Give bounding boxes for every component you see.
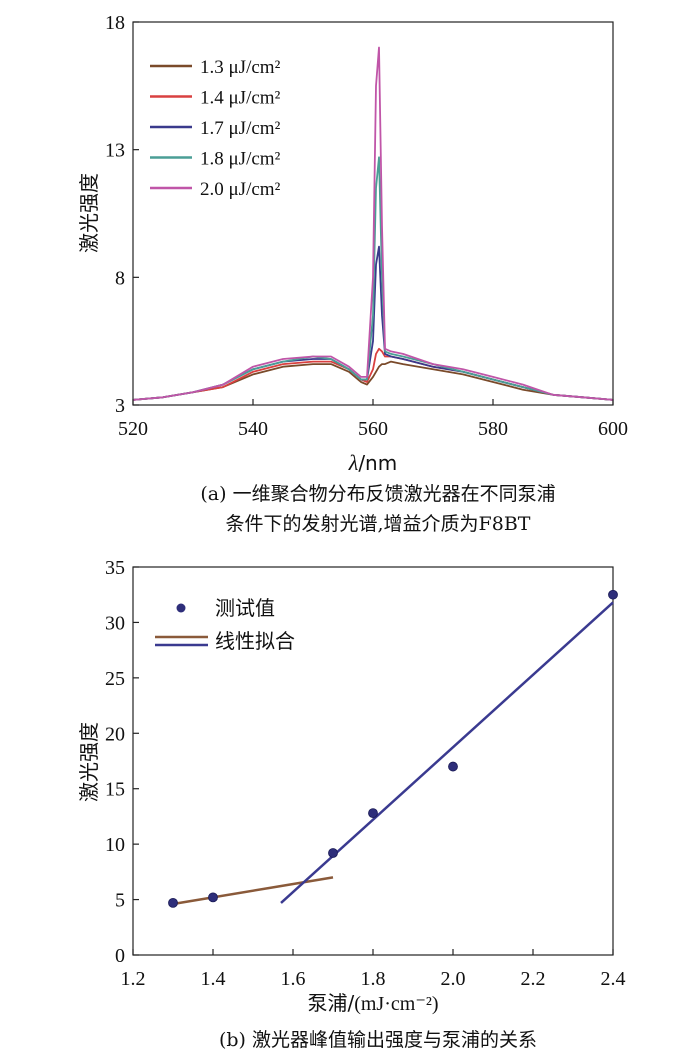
peak-ytick-label: 35 [105, 557, 125, 579]
fit-line-low [172, 876, 334, 906]
spectrum-legend-label: 2.0 μJ/cm² [200, 179, 281, 200]
spectrum-series-group [132, 46, 614, 401]
peak-ylabel: 激光强度 [77, 722, 101, 802]
spectrum-xtick-label: 600 [598, 418, 628, 440]
data-point [168, 897, 178, 908]
spectrum-xtick-label: 560 [358, 418, 388, 440]
spectrum-series-line [132, 360, 614, 401]
legend-fit-label: 线性拟合 [215, 629, 295, 653]
spectrum-series-line [132, 46, 614, 401]
spectrum-xlabel-symbol: λ [348, 450, 359, 475]
peak-ytick-label: 15 [105, 779, 125, 801]
fit-line-high [280, 601, 614, 904]
peak-xtick-label: 1.2 [121, 968, 146, 990]
peak-caption: (b) 激光器峰值输出强度与泵浦的关系 [219, 1029, 537, 1051]
spectrum-legend: 1.3 μJ/cm² 1.4 μJ/cm² 1.7 μJ/cm² 1.8 μJ/cm²… [150, 57, 281, 200]
peak-legend: 测试值 线性拟合 [155, 596, 295, 653]
data-point [328, 848, 338, 858]
spectrum-chart: 520 540 560 580 600 3 8 13 18 激光强度 λ/nm 1.3 μJ/c… [77, 12, 628, 535]
spectrum-ytick-label: 8 [115, 267, 125, 289]
peak-ytick-label: 10 [105, 834, 125, 856]
peak-xtick-label: 1.8 [361, 968, 386, 990]
peak-points [168, 589, 618, 908]
spectrum-legend-label: 1.8 μJ/cm² [200, 149, 281, 170]
peak-intensity-chart: 1.2 1.4 1.6 1.8 2.0 2.2 2.4 0 5 10 15 20 25 30 35 激光强度… [77, 557, 626, 1051]
spectrum-caption-line1: (a) 一维聚合物分布反馈激光器在不同泵浦 [200, 483, 555, 505]
data-point [608, 589, 618, 600]
spectrum-legend-label: 1.7 μJ/cm² [200, 118, 281, 139]
spectrum-xtick-label: 520 [118, 418, 148, 440]
spectrum-xlabel: λ/nm [348, 450, 397, 475]
peak-xtick-label: 2.2 [521, 968, 546, 990]
peak-ytick-label: 25 [105, 668, 125, 690]
peak-xtick-label: 1.4 [201, 968, 226, 990]
peak-ytick-label: 5 [115, 890, 125, 912]
peak-xlabel-name: 泵浦/ [307, 991, 354, 1015]
spectrum-ticks: 520 540 560 580 600 3 8 13 18 [105, 12, 628, 440]
spectrum-ylabel: 激光强度 [77, 173, 101, 253]
spectrum-ytick-label: 18 [105, 12, 125, 34]
data-point [448, 761, 458, 772]
spectrum-ytick-label: 3 [115, 395, 125, 417]
data-point [208, 892, 218, 903]
peak-ytick-label: 30 [105, 612, 125, 634]
spectrum-axes-box [132, 21, 614, 406]
peak-xtick-label: 2.4 [601, 968, 626, 990]
peak-ytick-label: 20 [105, 723, 125, 745]
peak-xlabel-unit: (mJ·cm⁻²) [354, 993, 438, 1015]
spectrum-ytick-label: 13 [105, 140, 125, 162]
spectrum-xtick-label: 540 [238, 418, 268, 440]
spectrum-xlabel-unit: /nm [358, 451, 397, 475]
peak-xtick-label: 1.6 [281, 968, 306, 990]
spectrum-legend-label: 1.3 μJ/cm² [200, 57, 281, 78]
peak-axes-box [132, 566, 614, 956]
peak-ytick-label: 0 [115, 945, 125, 967]
peak-xlabel: 泵浦/(mJ·cm⁻²) [307, 991, 438, 1015]
spectrum-caption-line2: 条件下的发射光谱,增益介质为F8BT [226, 513, 531, 535]
spectrum-legend-label: 1.4 μJ/cm² [200, 88, 281, 109]
peak-xtick-label: 2.0 [441, 968, 466, 990]
spectrum-xtick-label: 580 [478, 418, 508, 440]
data-point [368, 808, 378, 819]
legend-point-marker [176, 603, 186, 613]
spectrum-series-line [132, 156, 614, 401]
legend-points-label: 测试值 [215, 596, 275, 620]
peak-ticks: 1.2 1.4 1.6 1.8 2.0 2.2 2.4 0 5 10 15 20 25 30 35 [105, 557, 626, 990]
